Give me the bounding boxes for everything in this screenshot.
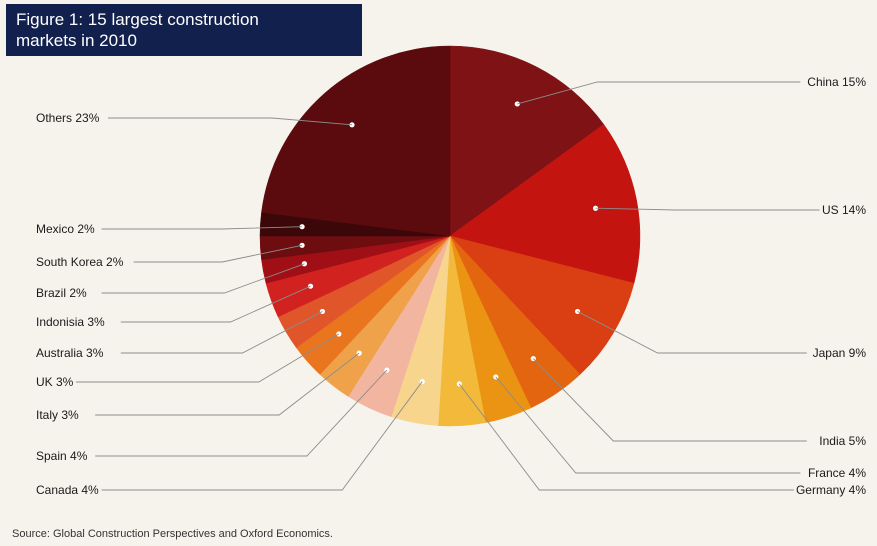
slice-label-china: China 15% bbox=[807, 75, 866, 89]
pie-slice-others bbox=[261, 45, 451, 237]
leader-line-china bbox=[517, 81, 801, 105]
leader-line-brazil bbox=[101, 263, 305, 294]
pie-slice-china bbox=[449, 45, 605, 237]
slice-label-us: US 14% bbox=[822, 203, 866, 217]
slice-label-uk: UK 3% bbox=[36, 375, 74, 389]
slice-label-spain: Spain 4% bbox=[36, 449, 88, 463]
leader-line-others bbox=[108, 117, 353, 126]
leader-line-italy bbox=[95, 352, 360, 416]
slice-label-germany: Germany 4% bbox=[796, 483, 866, 497]
leader-line-us bbox=[595, 207, 820, 211]
slice-label-indonisia: Indonisia 3% bbox=[36, 315, 105, 329]
leader-line-germany bbox=[458, 383, 794, 491]
slice-label-south-korea: South Korea 2% bbox=[36, 255, 124, 269]
leader-line-south-korea bbox=[133, 244, 303, 263]
pie-slice-japan bbox=[449, 235, 635, 375]
slice-label-australia: Australia 3% bbox=[36, 346, 104, 360]
slice-label-others: Others 23% bbox=[36, 111, 100, 125]
slice-label-brazil: Brazil 2% bbox=[36, 286, 87, 300]
leader-line-canada bbox=[101, 381, 423, 491]
pie-labels: China 15% US 14% Japan 9% India 5% France 4%… bbox=[36, 75, 866, 497]
leader-line-uk bbox=[76, 333, 340, 383]
source-note: Source: Global Construction Perspectives… bbox=[12, 528, 333, 540]
figure-title-line-1: Figure 1: 15 largest construction bbox=[16, 10, 259, 29]
pie-slices bbox=[259, 45, 641, 427]
figure-title-line-2: markets in 2010 bbox=[16, 31, 137, 50]
slice-label-france: France 4% bbox=[808, 466, 866, 480]
leader-line-india bbox=[532, 358, 807, 442]
slice-label-india: India 5% bbox=[819, 434, 866, 448]
figure-title: Figure 1: 15 largest construction market… bbox=[6, 4, 362, 56]
leader-line-japan bbox=[577, 311, 807, 354]
leader-line-australia bbox=[120, 311, 323, 354]
leader-line-mexico bbox=[101, 226, 303, 230]
leader-line-indonisia bbox=[120, 285, 311, 323]
slice-label-canada: Canada 4% bbox=[36, 483, 99, 497]
leader-line-spain bbox=[95, 369, 388, 457]
leader-line-france bbox=[495, 376, 801, 474]
slice-label-japan: Japan 9% bbox=[813, 346, 867, 360]
slice-label-mexico: Mexico 2% bbox=[36, 222, 95, 236]
pie-slice-us bbox=[449, 123, 641, 284]
slice-label-italy: Italy 3% bbox=[36, 408, 79, 422]
